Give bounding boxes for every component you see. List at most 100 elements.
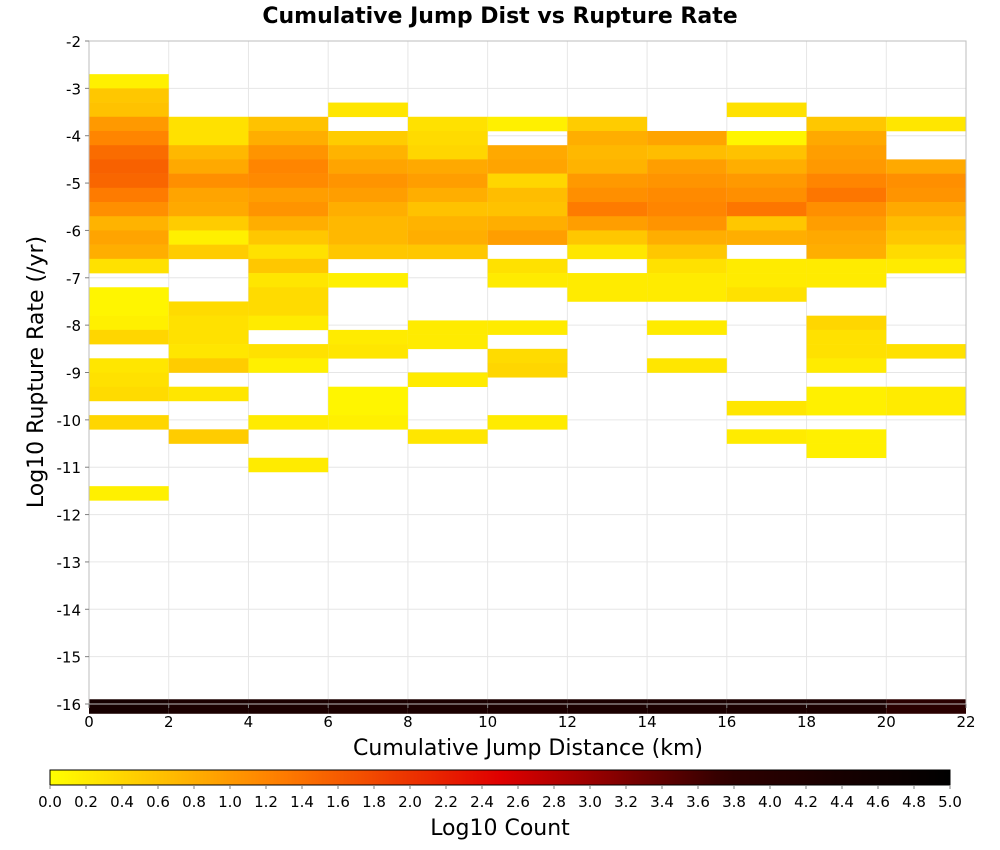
y-tick-label: -5 bbox=[66, 175, 81, 193]
heatmap-cell bbox=[89, 386, 169, 402]
heatmap-cell bbox=[248, 230, 329, 245]
heatmap-cell bbox=[647, 258, 727, 274]
heatmap-cell bbox=[89, 699, 169, 714]
heatmap-cell bbox=[89, 102, 169, 118]
heatmap-cell bbox=[567, 244, 648, 260]
heatmap-cell bbox=[567, 230, 648, 245]
heatmap-cell bbox=[886, 386, 966, 402]
heatmap-cell bbox=[168, 315, 249, 331]
heatmap-cell bbox=[328, 386, 408, 402]
heatmap-cell bbox=[886, 116, 966, 132]
heatmap-cell bbox=[806, 429, 887, 444]
colorbar-tick-label: 2.8 bbox=[542, 793, 566, 811]
colorbar-tick-label: 2.0 bbox=[398, 793, 422, 811]
heatmap-cell bbox=[647, 216, 727, 231]
heatmap-cell bbox=[168, 230, 249, 245]
colorbar bbox=[49, 769, 951, 786]
heatmap-cell bbox=[487, 173, 568, 189]
heatmap-cell bbox=[248, 202, 329, 217]
colorbar-tick-label: 3.8 bbox=[722, 793, 746, 811]
heatmap-cell bbox=[487, 699, 568, 714]
heatmap-cell bbox=[168, 159, 249, 174]
heatmap-cell bbox=[89, 258, 169, 274]
heatmap-cell bbox=[248, 301, 329, 316]
heatmap-cell bbox=[89, 88, 169, 103]
heatmap-cell bbox=[647, 320, 727, 335]
heatmap-cell bbox=[647, 145, 727, 160]
colorbar-tick-label: 0.2 bbox=[74, 793, 98, 811]
x-tick-label: 12 bbox=[558, 713, 577, 731]
heatmap-cell bbox=[89, 244, 169, 260]
heatmap-cell bbox=[487, 258, 568, 274]
heatmap-cell bbox=[806, 116, 887, 132]
heatmap-cell bbox=[328, 344, 408, 359]
colorbar-tick-label: 1.4 bbox=[290, 793, 314, 811]
heatmap-cell bbox=[726, 699, 807, 714]
heatmap-cell bbox=[328, 102, 408, 118]
colorbar-tick-label: 4.2 bbox=[794, 793, 818, 811]
heatmap-cell bbox=[886, 400, 966, 416]
heatmap-cell bbox=[487, 187, 568, 203]
x-tick-label: 14 bbox=[638, 713, 657, 731]
heatmap-cell bbox=[248, 258, 329, 274]
heatmap-cell bbox=[726, 202, 807, 217]
colorbar-tick-label: 2.6 bbox=[506, 793, 530, 811]
heatmap-cell bbox=[168, 244, 249, 260]
x-tick-label: 8 bbox=[403, 713, 413, 731]
heatmap-cell bbox=[726, 273, 807, 288]
x-tick-label: 0 bbox=[84, 713, 94, 731]
heatmap-cell bbox=[248, 699, 329, 714]
heatmap-cell bbox=[806, 273, 887, 288]
heatmap-cell bbox=[487, 320, 568, 335]
heatmap-cell bbox=[886, 258, 966, 274]
colorbar-tick-label: 4.6 bbox=[866, 793, 890, 811]
heatmap-cell bbox=[89, 216, 169, 231]
heatmap-cell bbox=[806, 145, 887, 160]
heatmap-cell bbox=[89, 187, 169, 203]
heatmap-cell bbox=[726, 287, 807, 302]
y-tick-label: -16 bbox=[57, 696, 82, 714]
heatmap-cell bbox=[89, 74, 169, 89]
heatmap-cell bbox=[89, 145, 169, 160]
heatmap-cell bbox=[726, 130, 807, 146]
heatmap-cell bbox=[168, 358, 249, 373]
heatmap-cell bbox=[168, 301, 249, 316]
heatmap-cell bbox=[89, 230, 169, 245]
colorbar-tick-label: 0.6 bbox=[146, 793, 170, 811]
heatmap-cell bbox=[886, 344, 966, 359]
heatmap-cell bbox=[726, 145, 807, 160]
heatmap-cell bbox=[806, 187, 887, 203]
heatmap-cell bbox=[806, 344, 887, 359]
y-tick-label: -3 bbox=[66, 80, 81, 98]
colorbar-tick-label: 3.2 bbox=[614, 793, 638, 811]
heatmap-cell bbox=[487, 348, 568, 364]
heatmap-cell bbox=[567, 159, 648, 174]
x-tick-label: 22 bbox=[956, 713, 975, 731]
heatmap-cell bbox=[567, 202, 648, 217]
heatmap-cell bbox=[407, 173, 488, 189]
heatmap-cell bbox=[567, 216, 648, 231]
colorbar-tick-label: 4.4 bbox=[830, 793, 854, 811]
heatmap-cell bbox=[248, 159, 329, 174]
colorbar-tick-label: 3.0 bbox=[578, 793, 602, 811]
heatmap-cell bbox=[328, 159, 408, 174]
colorbar-tick-label: 2.4 bbox=[470, 793, 494, 811]
heatmap-cell bbox=[726, 159, 807, 174]
heatmap-cell bbox=[806, 329, 887, 345]
heatmap-cell bbox=[886, 159, 966, 174]
heatmap-cell bbox=[248, 244, 329, 260]
x-tick-label: 10 bbox=[478, 713, 497, 731]
heatmap-cell bbox=[89, 116, 169, 132]
heatmap-cell bbox=[567, 699, 648, 714]
colorbar-tick-label: 3.6 bbox=[686, 793, 710, 811]
heatmap-cell bbox=[248, 116, 329, 132]
heatmap-cell bbox=[407, 187, 488, 203]
heatmap-cell bbox=[407, 159, 488, 174]
heatmap-cell bbox=[886, 244, 966, 260]
chart-title: Cumulative Jump Dist vs Rupture Rate bbox=[262, 4, 737, 29]
heatmap-cell bbox=[248, 315, 329, 331]
heatmap-cell bbox=[806, 315, 887, 331]
y-tick-label: -7 bbox=[66, 270, 81, 288]
heatmap-cell bbox=[886, 230, 966, 245]
